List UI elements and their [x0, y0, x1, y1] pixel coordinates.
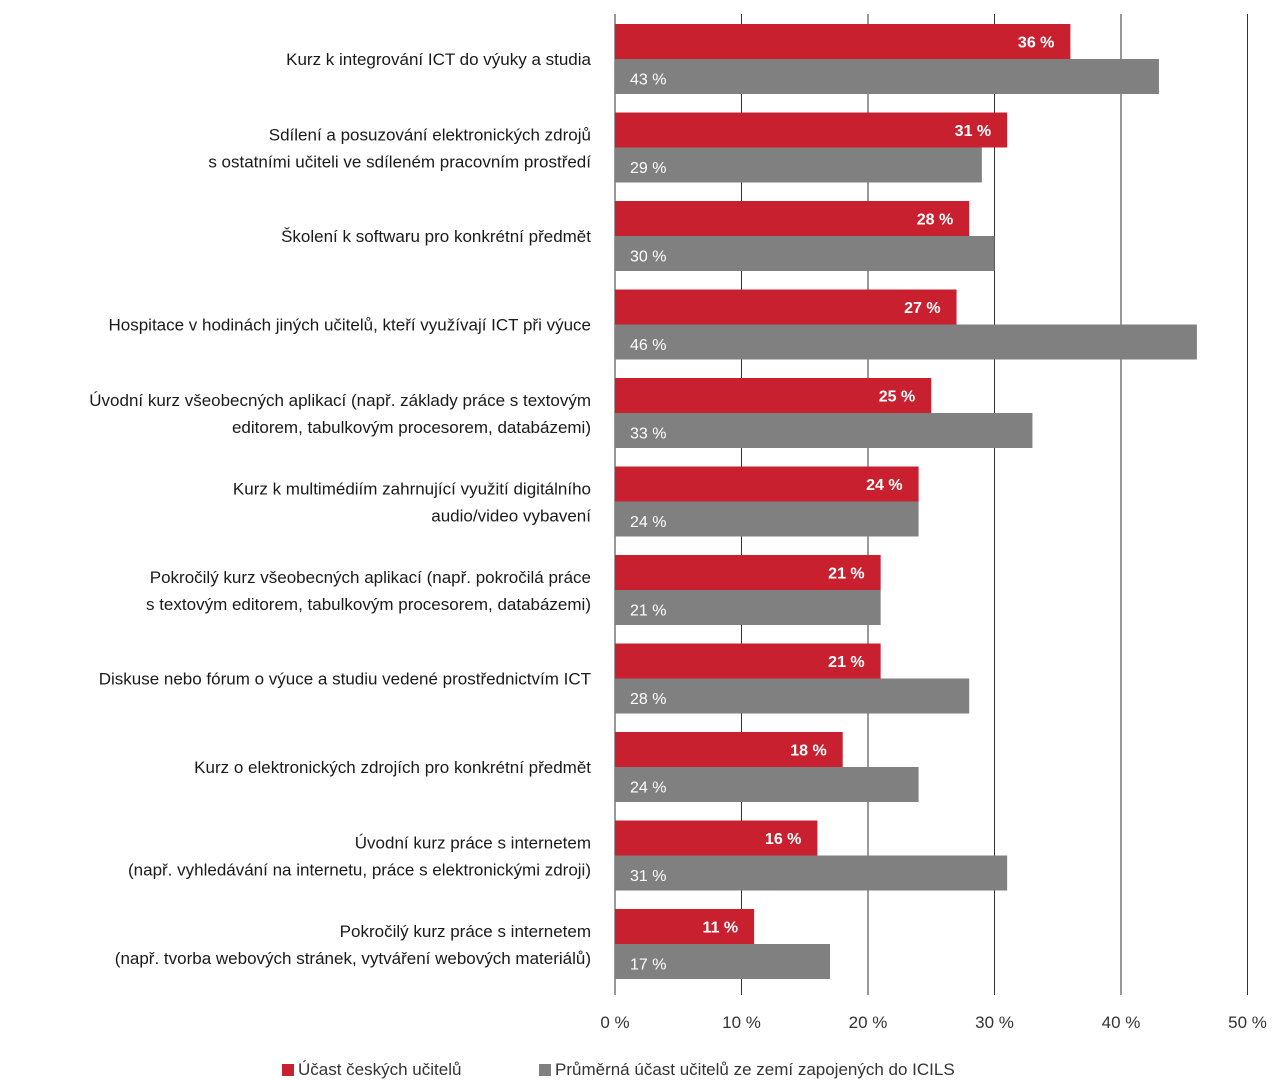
data-label-czech: 27 %	[904, 300, 940, 317]
data-label-czech: 18 %	[790, 743, 826, 760]
bar-icils	[615, 678, 970, 714]
bar-icils	[615, 147, 982, 183]
data-label-czech: 36 %	[1018, 35, 1054, 52]
bar-czech	[615, 24, 1071, 59]
category-label: Kurz k multimédiím zahrnující využití di…	[233, 480, 591, 526]
data-label-icils: 29 %	[630, 160, 666, 177]
data-label-czech: 16 %	[765, 831, 801, 848]
legend-item-czech: Účast českých učitelů	[282, 1060, 461, 1080]
data-label-icils: 17 %	[630, 957, 666, 974]
bar-icils	[615, 324, 1197, 360]
data-label-czech: 21 %	[828, 566, 864, 583]
category-label: Kurz k integrování ICT do výuky a studia	[286, 50, 591, 69]
bar-icils	[615, 501, 919, 537]
bar-czech	[615, 555, 881, 590]
bar-czech	[615, 201, 970, 236]
data-label-czech: 24 %	[866, 477, 902, 494]
bar-icils	[615, 855, 1008, 891]
legend-label-icils: Průměrná účast učitelů ze zemí zapojenýc…	[555, 1060, 955, 1079]
data-label-czech: 11 %	[703, 920, 739, 937]
bar-icils	[615, 413, 1033, 448]
data-label-czech: 31 %	[955, 123, 991, 140]
data-label-icils: 24 %	[630, 780, 666, 797]
data-label-icils: 21 %	[630, 603, 666, 620]
x-tick-labels: 0 % 10 % 20 % 30 % 40 % 50 %	[600, 1013, 1267, 1032]
bar-czech	[615, 289, 957, 325]
x-tick-label: 20 %	[849, 1013, 888, 1032]
x-tick-label: 40 %	[1102, 1013, 1141, 1032]
data-label-czech: 21 %	[828, 654, 864, 671]
bar-czech	[615, 112, 1008, 148]
category-label: Úvodní kurz všeobecných aplikací (např. …	[89, 391, 591, 437]
category-label: Pokročilý kurz práce s internetem (např. …	[115, 922, 591, 968]
category-label: Úvodní kurz práce s internetem (např. vyh…	[128, 834, 591, 880]
bars: 36 % 43 % 31 % 29 % 28 % 30 % 27 % 46 % 25 % 33 %…	[615, 24, 1197, 979]
legend-item-icils: Průměrná účast učitelů ze zemí zapojenýc…	[539, 1060, 955, 1080]
data-label-icils: 24 %	[630, 514, 666, 531]
legend: Účast českých učitelů Průměrná účast uči…	[0, 1058, 1274, 1080]
category-label: Sdílení a posuzování elektronických zdro…	[208, 126, 591, 172]
bar-czech	[615, 820, 818, 856]
legend-swatch-icils	[539, 1064, 551, 1076]
data-label-icils: 31 %	[630, 868, 666, 885]
bar-czech	[615, 378, 932, 413]
x-tick-label: 30 %	[975, 1013, 1014, 1032]
bar-czech	[615, 732, 843, 767]
data-label-icils: 28 %	[630, 691, 666, 708]
x-tick-label: 0 %	[600, 1013, 629, 1032]
bar-czech	[615, 909, 755, 944]
category-label: Školení k softwaru pro konkrétní předmět	[281, 227, 591, 246]
bar-czech	[615, 466, 919, 502]
data-label-czech: 25 %	[879, 389, 915, 406]
bar-icils	[615, 590, 881, 625]
data-label-czech: 28 %	[917, 212, 953, 229]
legend-swatch-czech	[282, 1064, 294, 1076]
data-label-icils: 46 %	[630, 337, 666, 354]
bar-icils	[615, 59, 1159, 94]
data-label-icils: 43 %	[630, 72, 666, 89]
x-tick-label: 10 %	[722, 1013, 761, 1032]
category-label: Kurz o elektronických zdrojích pro konkr…	[194, 758, 591, 777]
x-tick-label: 50 %	[1228, 1013, 1267, 1032]
legend-label-czech: Účast českých učitelů	[298, 1060, 462, 1079]
data-label-icils: 30 %	[630, 249, 666, 266]
category-label: Hospitace v hodinách jiných učitelů, kte…	[108, 316, 591, 335]
bar-czech	[615, 643, 881, 679]
data-label-icils: 33 %	[630, 426, 666, 443]
bar-icils	[615, 944, 831, 979]
bar-icils	[615, 767, 919, 802]
bar-icils	[615, 236, 995, 271]
category-label: Pokročilý kurz všeobecných aplikací (nap…	[146, 568, 591, 614]
category-label: Diskuse nebo fórum o výuce a studiu vede…	[99, 670, 591, 689]
category-labels: Kurz k integrování ICT do výuky a studia…	[89, 50, 591, 968]
